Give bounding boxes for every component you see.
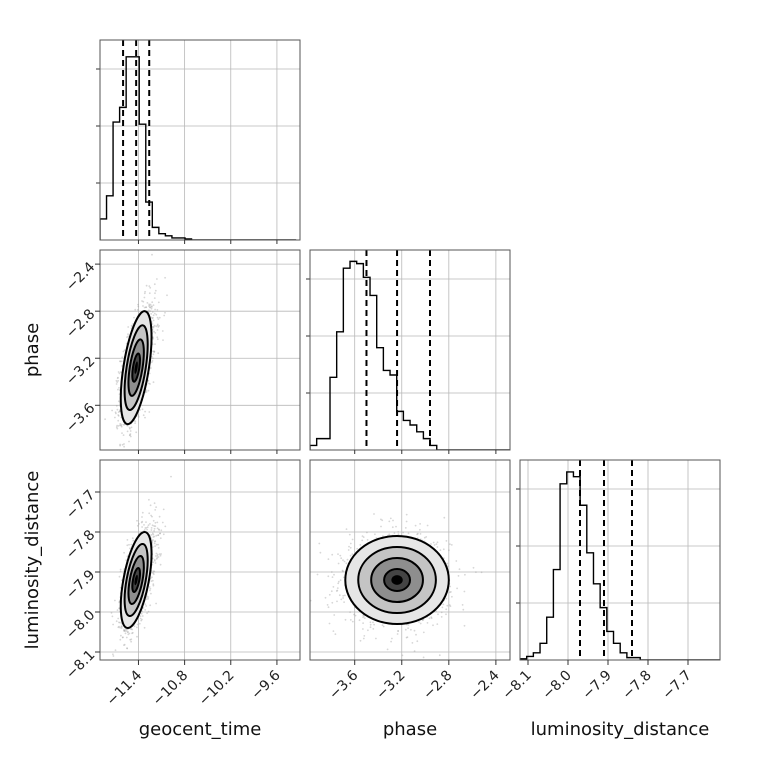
y-tick-label: −3.2 (63, 353, 98, 388)
x-tick-label: −8.0 (539, 668, 574, 703)
panel-frame (309, 249, 511, 451)
panel-frame (519, 459, 721, 661)
y-tick-label: −2.4 (63, 259, 98, 294)
y-tick-label: −7.7 (63, 487, 98, 522)
y-tick-label: −7.9 (63, 567, 98, 602)
panel-phase-vs-luminosity_distance (309, 459, 511, 661)
contour-line (123, 542, 149, 617)
panel-frame (309, 459, 511, 661)
x-tick-label: −7.7 (659, 668, 694, 703)
histogram-luminosity_distance (520, 471, 720, 660)
contour-line (131, 352, 142, 383)
y-tick-label: −8.1 (63, 647, 98, 682)
x-tick-label: −11.4 (104, 667, 146, 709)
hist-panel-luminosity_distance (516, 459, 721, 661)
x-axis-label-geocent_time: geocent_time (139, 719, 262, 740)
histogram-phase (310, 260, 510, 450)
x-tick-label: −2.8 (420, 668, 455, 703)
x-axis-label-luminosity_distance: luminosity_distance (531, 719, 710, 740)
x-tick-label: −8.1 (499, 668, 534, 703)
y-tick-label: −8.0 (63, 607, 98, 642)
contour-line (357, 546, 437, 614)
panel-frame (99, 39, 301, 241)
contour-line (127, 338, 145, 397)
histogram-geocent_time (100, 56, 297, 240)
contour-line (119, 531, 153, 629)
x-axis-label-phase: phase (383, 719, 437, 740)
x-tick-label: −10.2 (196, 668, 238, 710)
x-tick-label: −3.6 (326, 667, 361, 702)
hist-panel-geocent_time (96, 39, 301, 241)
panel-geocent_time-vs-phase (99, 249, 301, 451)
y-axis-label-phase: phase (22, 323, 43, 377)
x-tick-label: −3.2 (373, 668, 408, 703)
contour-line (383, 568, 412, 592)
contour-line (344, 535, 450, 625)
density-region (134, 574, 138, 586)
hist-panel-phase (306, 249, 511, 451)
x-tick-label: −7.8 (619, 668, 654, 703)
y-tick-label: −7.8 (63, 527, 98, 562)
x-tick-label: −2.4 (467, 667, 502, 702)
y-tick-label: −3.6 (63, 400, 98, 435)
panel-geocent_time-vs-luminosity_distance (99, 459, 301, 661)
x-tick-label: −7.9 (579, 668, 614, 703)
x-tick-label: −9.6 (248, 667, 283, 702)
contour-line (127, 554, 145, 605)
contour-line (370, 557, 424, 603)
panel-frame (99, 249, 301, 451)
x-tick-label: −10.8 (150, 668, 192, 710)
y-axis-label-luminosity_distance: luminosity_distance (22, 471, 43, 650)
y-tick-label: −2.8 (63, 306, 98, 341)
density-region (391, 575, 403, 585)
contour-line (123, 324, 149, 412)
contour-line (119, 310, 153, 426)
contour-line (131, 566, 141, 593)
density-region (134, 361, 138, 374)
panel-frame (99, 459, 301, 661)
